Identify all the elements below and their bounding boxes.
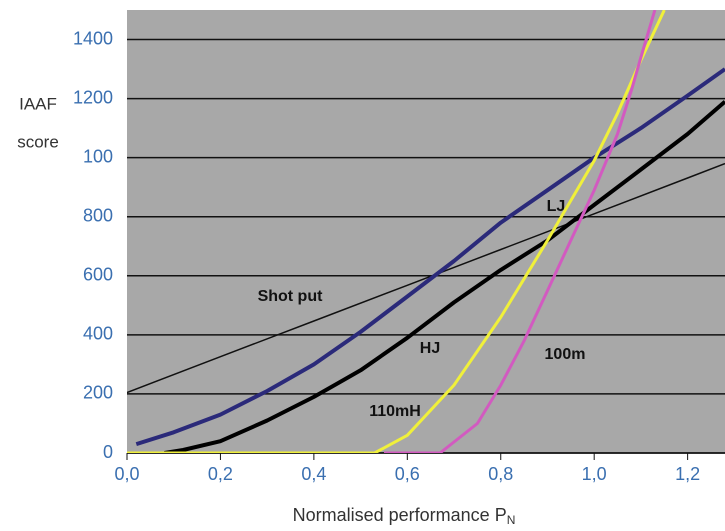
x-label: Normalised performance PN [293,505,516,527]
series-label: LJ [547,198,566,215]
y-tick-label: 800 [83,205,113,225]
y-tick-label: 1400 [73,28,113,48]
series-line [127,10,666,453]
series-line [164,100,725,453]
series-label: 100m [545,346,586,363]
y-tick-label: 0 [103,442,113,462]
plot-area [127,10,725,453]
series-label: Shot put [258,288,324,305]
x-tick-label: 0,2 [208,464,233,484]
x-tick-label: 0,0 [114,464,139,484]
series-line [127,162,725,394]
y-tick-label: 100 [83,146,113,166]
x-tick-label: 0,8 [488,464,513,484]
y-label: IAAF [19,94,57,113]
y-tick-label: 200 [83,383,113,403]
series-label: 110mH [369,403,421,420]
y-tick-label: 400 [83,324,113,344]
x-tick-label: 0,4 [301,464,326,484]
x-tick-label: 0,6 [395,464,420,484]
x-tick-label: 1,2 [675,464,700,484]
series-label: HJ [420,340,440,357]
x-tick-label: 1,0 [582,464,607,484]
y-tick-label: 1200 [73,87,113,107]
series-line [135,67,725,447]
y-label: score [17,132,59,151]
y-tick-label: 600 [83,265,113,285]
x-label-main: Normalised performance P [293,505,507,525]
x-label-sub: N [507,513,516,527]
series-line [384,10,657,453]
